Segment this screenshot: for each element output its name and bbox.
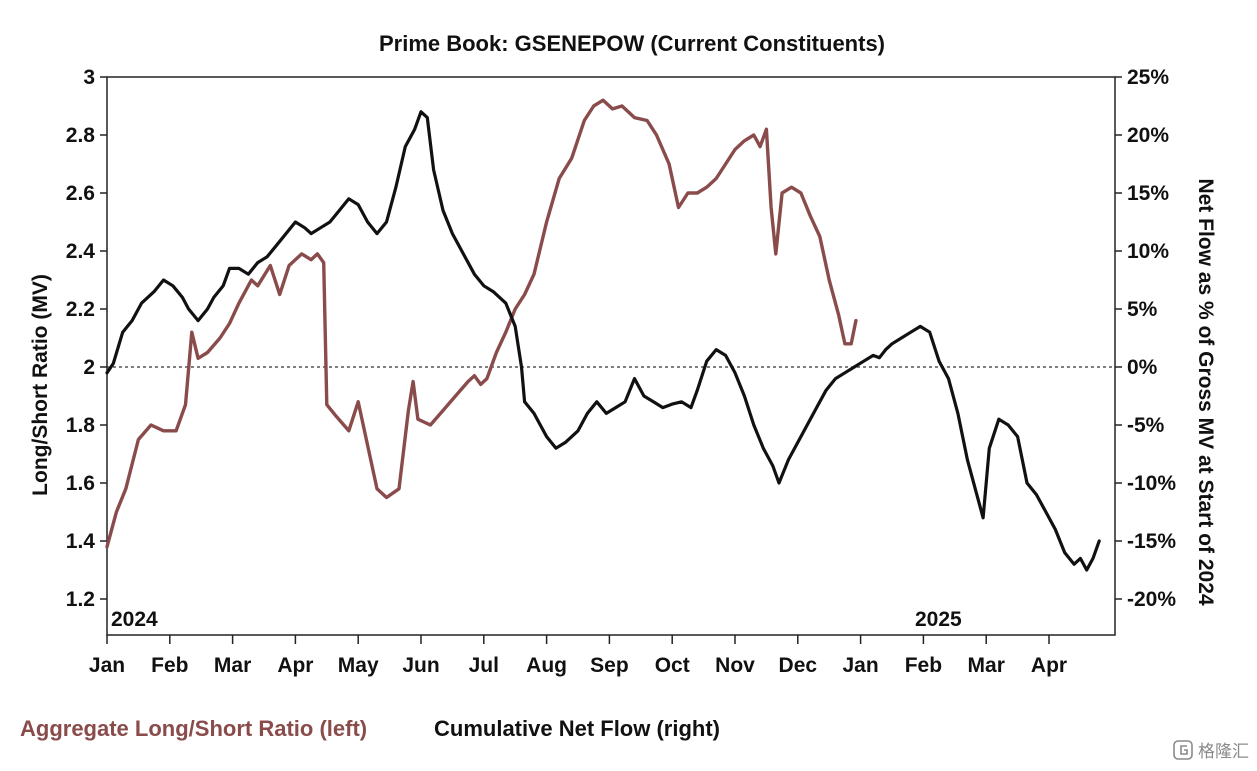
- right-tick-label: 25%: [1127, 66, 1169, 89]
- right-tick-label: 10%: [1127, 240, 1169, 263]
- x-tick-label: Aug: [526, 654, 567, 677]
- year-label-2024: 2024: [111, 608, 158, 631]
- left-tick-label: 3: [83, 66, 95, 89]
- series-line-net-flow: [105, 110, 1101, 572]
- series-layer: [105, 98, 1101, 572]
- x-tick-label: Jul: [469, 654, 499, 677]
- left-tick-label: 1.6: [66, 472, 95, 495]
- right-tick-label: -10%: [1127, 472, 1176, 495]
- left-tick-label: 2.4: [66, 240, 96, 263]
- series-line-ratio: [105, 98, 858, 549]
- x-tick-label: Jan: [843, 654, 879, 677]
- plot-area: [106, 76, 1116, 636]
- right-tick-label: -20%: [1127, 588, 1176, 611]
- left-tick-label: 1.2: [66, 588, 95, 611]
- legend-ratio-label: Aggregate Long/Short Ratio (left): [20, 716, 367, 741]
- right-tick-label: 5%: [1127, 298, 1158, 321]
- right-tick-label: 15%: [1127, 182, 1169, 205]
- x-tick-label: Mar: [214, 654, 251, 677]
- x-tick-label: Sep: [590, 654, 629, 677]
- right-tick-label: -5%: [1127, 414, 1165, 437]
- x-tick-label: Nov: [715, 654, 755, 677]
- x-tick-label: Apr: [277, 654, 313, 677]
- left-tick-label: 2.2: [66, 298, 95, 321]
- y-axis-right-title: Net Flow as % of Gross MV at Start of 20…: [1194, 178, 1217, 605]
- x-tick-label: Jan: [89, 654, 125, 677]
- right-tick-label: -15%: [1127, 530, 1176, 553]
- left-tick-label: 2.6: [66, 182, 95, 205]
- chart-title: Prime Book: GSENEPOW (Current Constituen…: [379, 31, 885, 56]
- x-tick-label: Dec: [779, 654, 818, 677]
- left-axis: 3 2.8 2.6 2.4 2.2 2 1.8 1.6 1.4 1.2: [66, 66, 107, 611]
- x-tick-label: Mar: [968, 654, 1005, 677]
- right-tick-label: 20%: [1127, 124, 1169, 147]
- left-tick-label: 1.8: [66, 414, 96, 437]
- watermark-text: 格隆汇: [1198, 742, 1249, 762]
- y-axis-left-title: Long/Short Ratio (MV): [29, 274, 52, 496]
- x-tick-label: Apr: [1031, 654, 1067, 677]
- x-tick-label: Jun: [402, 654, 439, 677]
- x-tick-label: Oct: [655, 654, 690, 677]
- right-tick-label: 0%: [1127, 356, 1158, 379]
- x-axis: Jan Feb Mar Apr May Jun Jul Aug Sep Oct Nov Dec Jan F…: [89, 635, 1067, 677]
- x-tick-label: Feb: [151, 654, 188, 677]
- x-tick-label: May: [338, 654, 379, 677]
- year-label-2025: 2025: [915, 608, 962, 631]
- gelonghui-logo-icon: [1173, 740, 1193, 760]
- left-tick-label: 2: [83, 356, 95, 379]
- x-tick-label: Feb: [905, 654, 942, 677]
- left-tick-label: 1.4: [66, 530, 96, 553]
- legend-flow-label: Cumulative Net Flow (right): [434, 716, 720, 741]
- left-tick-label: 2.8: [66, 124, 96, 147]
- right-axis: 25% 20% 15% 10% 5% 0% -5% -10% -15% -20%: [1115, 66, 1176, 611]
